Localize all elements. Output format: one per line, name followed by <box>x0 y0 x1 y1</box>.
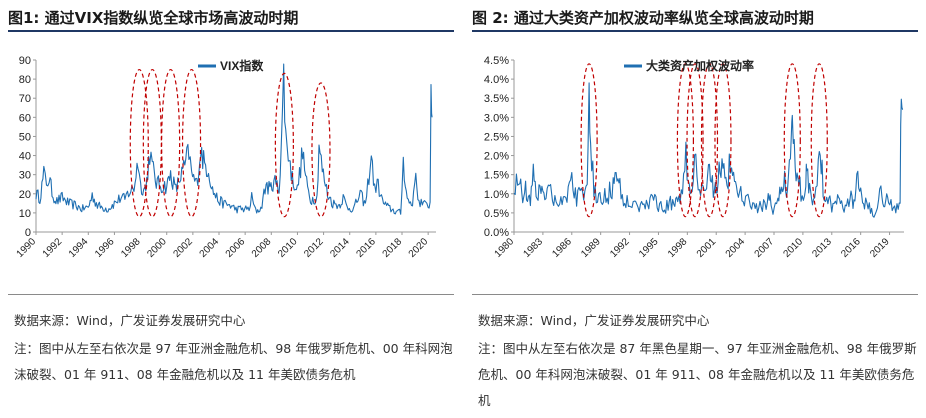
y-tick-label: 0.5% <box>484 208 509 220</box>
x-tick-label: 1994 <box>67 236 91 260</box>
y-tick-label: 0.0% <box>484 227 509 239</box>
y-tick-label: 0 <box>25 227 31 239</box>
highlight-ellipse <box>783 63 801 218</box>
x-tick-label: 2006 <box>224 236 248 260</box>
legend-label: 大类资产加权波动率 <box>646 58 754 73</box>
y-tick-label: 1.5% <box>484 170 509 182</box>
x-tick-label: 2000 <box>145 236 169 260</box>
x-tick-label: 1995 <box>637 236 661 260</box>
y-tick-label: 4.5% <box>484 55 509 67</box>
chart-note: 注：图中从左至右依次是 97 年亚洲金融危机、98 年俄罗斯危机、00 年科网泡… <box>14 341 453 382</box>
y-tick-label: 3.0% <box>484 112 509 124</box>
highlight-ellipse <box>714 63 732 218</box>
x-tick-label: 1986 <box>550 236 574 260</box>
x-tick-label: 2004 <box>198 236 222 260</box>
x-tick-label: 1990 <box>15 236 39 260</box>
y-tick-label: 20 <box>19 189 31 201</box>
x-tick-label: 2010 <box>781 236 805 260</box>
x-tick-label: 2019 <box>868 236 892 260</box>
divider <box>472 294 918 295</box>
y-tick-label: 50 <box>19 131 31 143</box>
highlight-ellipse <box>311 82 331 218</box>
x-tick-label: 2008 <box>250 236 274 260</box>
y-tick-label: 3.5% <box>484 93 509 105</box>
volatility-chart: 0.0% 0.5% 1.0% 1.5% 2.0% 2.5% 3.0% 3.5% 4.0% 4.5%… <box>484 55 904 260</box>
highlight-ellipse <box>700 63 719 218</box>
x-tick-label: 1980 <box>493 236 517 260</box>
x-tick-label: 2013 <box>810 236 834 260</box>
x-tick-label: 2020 <box>407 236 431 260</box>
x-tick-label: 1998 <box>119 236 143 260</box>
y-tick-label: 2.5% <box>484 131 509 143</box>
x-tick-label: 2018 <box>381 236 405 260</box>
x-tick-label: 2007 <box>753 236 777 260</box>
legend-label: VIX指数 <box>220 58 264 73</box>
x-tick-label: 1992 <box>41 236 65 260</box>
x-tick-label: 1983 <box>521 236 545 260</box>
series-line <box>35 63 433 215</box>
y-tick-label: 30 <box>19 170 31 182</box>
x-tick-label: 2016 <box>354 236 378 260</box>
highlight-ellipse <box>161 68 181 218</box>
chart-note: 注：图中从左至右依次是 87 年黑色星期一、97 年亚洲金融危机、98 年俄罗斯… <box>478 341 917 408</box>
data-source: 数据来源：Wind，广发证券发展研究中心 <box>14 313 246 328</box>
data-source: 数据来源：Wind，广发证券发展研究中心 <box>478 313 710 328</box>
divider <box>8 294 454 295</box>
x-tick-label: 2001 <box>695 236 719 260</box>
series-line <box>513 82 904 218</box>
chart-panel-vix: 图1: 通过VIX指数纵览全球市场高波动时期 0 10 20 30 40 50 60 70 80… <box>8 0 458 418</box>
x-tick-label: 2012 <box>302 236 326 260</box>
highlight-ellipse <box>129 68 149 218</box>
y-tick-label: 90 <box>19 55 31 67</box>
chart-title: 图 2: 通过大类资产加权波动率纵览全球高波动时期 <box>472 6 918 32</box>
y-tick-label: 4.0% <box>484 74 509 86</box>
x-tick-label: 1998 <box>666 236 690 260</box>
y-tick-label: 80 <box>19 74 31 86</box>
y-tick-label: 40 <box>19 151 31 163</box>
legend: 大类资产加权波动率 <box>624 58 754 73</box>
y-tick-label: 10 <box>19 208 31 220</box>
chart-title: 图1: 通过VIX指数纵览全球市场高波动时期 <box>8 6 454 32</box>
y-tick-label: 1.0% <box>484 189 509 201</box>
x-tick-label: 2002 <box>171 236 195 260</box>
highlight-ellipse <box>810 63 828 218</box>
chart-panel-volatility: 图 2: 通过大类资产加权波动率纵览全球高波动时期 0.0% 0.5% 1.0% 1.… <box>472 0 922 418</box>
legend: VIX指数 <box>198 58 264 73</box>
x-tick-label: 2004 <box>724 236 748 260</box>
x-tick-label: 1992 <box>608 236 632 260</box>
x-tick-label: 1989 <box>579 236 603 260</box>
x-tick-label: 2014 <box>328 236 352 260</box>
y-tick-label: 2.0% <box>484 151 509 163</box>
highlight-ellipse <box>686 63 704 218</box>
highlight-ellipse <box>181 68 202 218</box>
highlight-ellipse <box>676 63 695 218</box>
x-tick-label: 2016 <box>839 236 863 260</box>
x-tick-label: 1996 <box>93 236 117 260</box>
highlight-ellipse <box>580 63 598 218</box>
x-tick-label: 2010 <box>276 236 300 260</box>
y-tick-label: 60 <box>19 112 31 124</box>
y-tick-label: 70 <box>19 93 31 105</box>
